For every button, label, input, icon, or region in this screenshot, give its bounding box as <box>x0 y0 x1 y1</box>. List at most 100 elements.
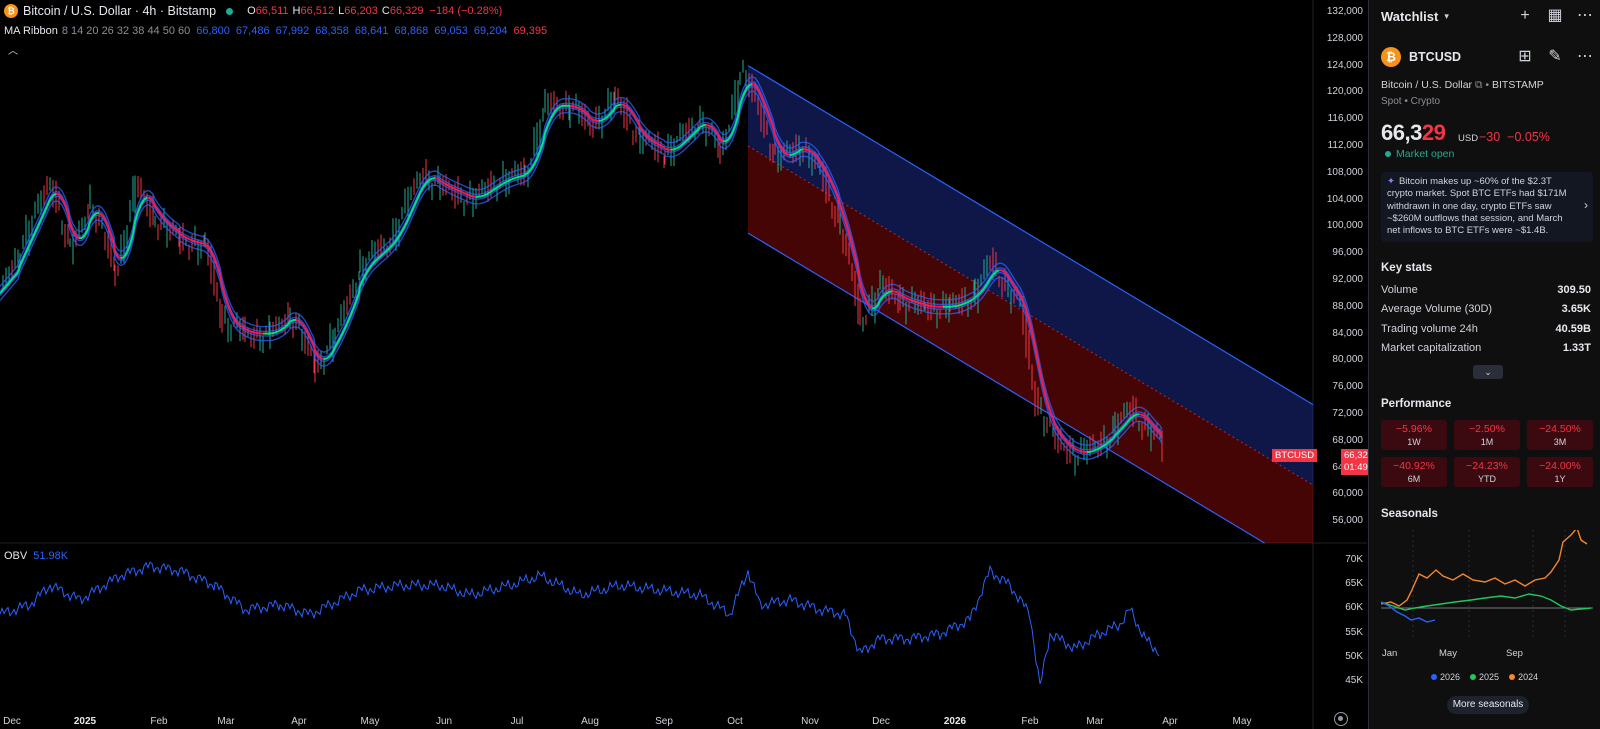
ma-leading-segment <box>132 221 136 235</box>
performance-cell[interactable]: −24.00% 1Y <box>1527 457 1593 487</box>
performance-title[interactable]: Performance <box>1381 398 1452 410</box>
ma-leading-segment <box>304 327 309 334</box>
price-chart[interactable] <box>0 0 1367 729</box>
ma-leading-segment <box>113 243 116 252</box>
performance-period: 3M <box>1553 437 1567 447</box>
expand-stats-button[interactable]: ⌄ <box>1473 365 1503 379</box>
ma-leading-segment <box>233 317 238 324</box>
ma-leading-segment <box>955 304 960 308</box>
obv-label[interactable]: OBV <box>4 550 28 562</box>
price-tick: 96,000 <box>1332 247 1363 259</box>
status-dot-icon <box>1385 151 1391 157</box>
ma-leading-segment <box>1010 280 1015 287</box>
more-options-icon[interactable]: ⋯ <box>1577 48 1593 65</box>
ma-leading-segment <box>717 133 721 140</box>
ma-leading-segment <box>250 330 255 334</box>
layout-grid-icon[interactable]: ⊞ <box>1518 48 1532 65</box>
performance-cell[interactable]: −2.50% 1M <box>1454 420 1520 450</box>
more-seasonals-button[interactable]: More seasonals <box>1447 696 1529 714</box>
ma-leading-segment <box>154 205 159 212</box>
ma-leading-segment <box>92 212 97 217</box>
seasonals-title[interactable]: Seasonals <box>1381 508 1438 520</box>
ma-leading-segment <box>578 107 583 111</box>
advanced-view-icon[interactable]: ▦ <box>1547 7 1563 24</box>
key-stats-title[interactable]: Key stats <box>1381 262 1433 274</box>
symbol-description[interactable]: Bitcoin / U.S. Dollar <box>1381 79 1473 91</box>
add-symbol-icon[interactable]: + <box>1520 7 1530 24</box>
ma-leading-segment <box>499 182 504 187</box>
ma-leading-segment <box>874 304 879 309</box>
ma-leading-segment <box>37 219 42 227</box>
time-tick: 2025 <box>73 716 97 727</box>
ma-leading-segment <box>343 323 348 331</box>
ma-leading-segment <box>287 321 291 326</box>
chevron-down-icon[interactable]: ▾ <box>1444 10 1449 21</box>
ma-leading-segment <box>961 302 966 306</box>
ma-leading-segment <box>1046 400 1051 412</box>
ma-leading-segment <box>160 213 165 219</box>
more-options-icon[interactable]: ⋯ <box>1577 7 1593 24</box>
price-currency: USD <box>1458 133 1479 144</box>
edit-note-icon[interactable]: ✎ <box>1548 48 1562 65</box>
ma-leading-segment <box>295 319 300 323</box>
ma-leading-segment <box>685 137 690 142</box>
obv-value: 51.98K <box>33 550 69 562</box>
news-card[interactable]: ✦ Bitcoin makes up ~60% of the $2.3T cryp… <box>1381 172 1593 242</box>
ma-leading-segment <box>798 149 801 152</box>
ma-leading-segment <box>1129 415 1134 420</box>
stat-row[interactable]: Market capitalization 1.33T <box>1381 342 1591 354</box>
ma-leading-segment <box>1069 443 1074 448</box>
ma-leading-segment <box>143 196 148 201</box>
stat-row[interactable]: Volume 309.50 <box>1381 284 1591 296</box>
ma-leading-segment <box>84 228 89 236</box>
time-tick: Feb <box>150 716 168 727</box>
performance-cell[interactable]: −40.92% 6M <box>1381 457 1447 487</box>
stat-row[interactable]: Average Volume (30D) 3.65K <box>1381 303 1591 315</box>
seasonals-chart[interactable] <box>1381 530 1593 645</box>
ma-leading-segment <box>398 230 403 237</box>
ma-leading-segment <box>728 133 733 140</box>
chevron-right-icon[interactable]: › <box>1584 198 1588 212</box>
ma-leading-segment <box>917 301 922 305</box>
ma-leading-segment <box>120 256 125 260</box>
seasonals-legend-item[interactable]: 2026 <box>1431 672 1460 682</box>
ma-leading-segment <box>828 176 833 184</box>
seasonals-line-2026 <box>1381 601 1436 623</box>
performance-cell[interactable]: −24.23% YTD <box>1454 457 1520 487</box>
market-status-dot <box>226 7 234 15</box>
ma-leading-segment <box>995 269 1000 273</box>
collapse-legend-icon[interactable]: ︿ <box>8 46 18 57</box>
exchange-name[interactable]: BITSTAMP <box>1491 79 1544 91</box>
seasonals-legend-item[interactable]: 2025 <box>1470 672 1499 682</box>
external-link-icon[interactable]: ⧉ <box>1474 79 1483 91</box>
ma-leading-segment <box>626 106 631 111</box>
ma-leading-segment <box>1019 294 1024 302</box>
ma-leading-segment <box>178 231 181 235</box>
ma-leading-segment <box>851 243 856 257</box>
symbol-title[interactable]: Bitcoin / U.S. Dollar · 4h · Bitstamp <box>23 4 217 18</box>
obv-line <box>0 561 1160 684</box>
seasonals-legend-item[interactable]: 2024 <box>1509 672 1538 682</box>
performance-cell[interactable]: −24.50% 3M <box>1527 420 1593 450</box>
ma-leading-segment <box>795 150 800 154</box>
ma-leading-segment <box>711 126 716 131</box>
watchlist-title[interactable]: Watchlist <box>1381 8 1439 24</box>
chart-area[interactable]: ₿ Bitcoin / U.S. Dollar · 4h · Bitstamp … <box>0 0 1390 729</box>
symbol-name[interactable]: BTCUSD <box>1409 50 1462 64</box>
price-tick: 84,000 <box>1332 327 1363 339</box>
ma-leading-segment <box>1092 449 1096 453</box>
ma-leading-segment <box>614 104 619 108</box>
performance-cell[interactable]: −5.96% 1W <box>1381 420 1447 450</box>
ma-leading-segment <box>320 357 325 361</box>
ma-leading-segment <box>216 264 221 275</box>
ma-leading-segment <box>651 139 656 144</box>
chart-legend: ₿ Bitcoin / U.S. Dollar · 4h · Bitstamp … <box>4 4 548 37</box>
indicator-name[interactable]: MA Ribbon <box>4 25 58 37</box>
open-value: 66,511 <box>255 5 289 17</box>
chart-settings-icon[interactable] <box>1334 712 1348 726</box>
performance-value: −24.23% <box>1466 460 1508 472</box>
stat-row[interactable]: Trading volume 24h 40.59B <box>1381 323 1591 335</box>
ma-leading-segment <box>194 240 199 244</box>
ma-leading-segment <box>911 299 916 303</box>
stat-value: 3.65K <box>1561 303 1591 316</box>
